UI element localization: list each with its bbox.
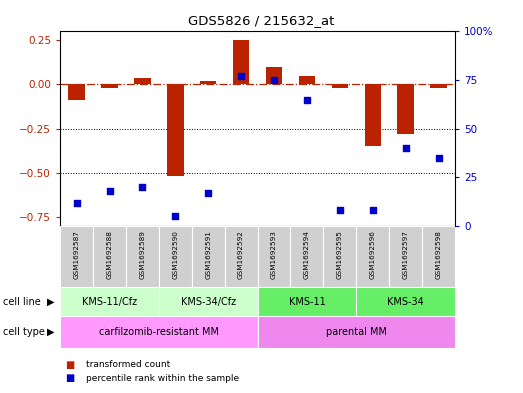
Bar: [167, 84, 184, 176]
Text: GSM1692595: GSM1692595: [337, 230, 343, 279]
Point: [270, 77, 278, 83]
Bar: [233, 40, 249, 84]
Point: [402, 145, 410, 151]
Bar: [257, 316, 455, 348]
Bar: [134, 78, 151, 84]
Bar: [430, 84, 447, 88]
Point: [435, 155, 443, 161]
Text: percentile rank within the sample: percentile rank within the sample: [86, 374, 240, 382]
Text: ▶: ▶: [48, 297, 55, 307]
Text: GSM1692588: GSM1692588: [107, 230, 112, 279]
Bar: [389, 226, 422, 287]
Text: carfilzomib-resistant MM: carfilzomib-resistant MM: [99, 327, 219, 337]
Text: transformed count: transformed count: [86, 360, 170, 369]
Text: KMS-34: KMS-34: [387, 297, 424, 307]
Point: [138, 184, 146, 190]
Bar: [60, 226, 93, 287]
Bar: [332, 84, 348, 88]
Text: GSM1692596: GSM1692596: [370, 230, 376, 279]
Text: cell line: cell line: [3, 297, 40, 307]
Text: parental MM: parental MM: [326, 327, 387, 337]
Bar: [159, 287, 257, 316]
Bar: [200, 81, 217, 84]
Point: [204, 190, 212, 196]
Text: KMS-11/Cfz: KMS-11/Cfz: [82, 297, 137, 307]
Bar: [225, 226, 257, 287]
Bar: [356, 226, 389, 287]
Text: KMS-11: KMS-11: [289, 297, 325, 307]
Point: [72, 200, 81, 206]
Bar: [257, 287, 356, 316]
Point: [303, 96, 311, 103]
Text: cell type: cell type: [3, 327, 44, 337]
Bar: [257, 226, 290, 287]
Point: [105, 188, 113, 194]
Text: GSM1692587: GSM1692587: [74, 230, 79, 279]
Bar: [101, 84, 118, 88]
Text: ■: ■: [65, 373, 75, 383]
Bar: [356, 287, 455, 316]
Bar: [290, 226, 323, 287]
Text: GSM1692597: GSM1692597: [403, 230, 408, 279]
Text: KMS-34/Cfz: KMS-34/Cfz: [180, 297, 236, 307]
Point: [237, 73, 245, 79]
Bar: [60, 316, 257, 348]
Bar: [365, 84, 381, 146]
Bar: [299, 75, 315, 84]
Bar: [266, 67, 282, 84]
Bar: [93, 226, 126, 287]
Bar: [60, 287, 159, 316]
Text: GSM1692593: GSM1692593: [271, 230, 277, 279]
Bar: [69, 84, 85, 100]
Bar: [192, 226, 225, 287]
Text: GSM1692598: GSM1692598: [436, 230, 441, 279]
Text: ▶: ▶: [48, 327, 55, 337]
Text: GSM1692594: GSM1692594: [304, 230, 310, 279]
Point: [369, 207, 377, 213]
Text: GSM1692591: GSM1692591: [205, 230, 211, 279]
Bar: [126, 226, 159, 287]
Text: GSM1692589: GSM1692589: [140, 230, 145, 279]
Text: GSM1692592: GSM1692592: [238, 230, 244, 279]
Bar: [397, 84, 414, 134]
Point: [336, 207, 344, 213]
Text: ■: ■: [65, 360, 75, 370]
Text: GSM1692590: GSM1692590: [172, 230, 178, 279]
Bar: [159, 226, 192, 287]
Bar: [422, 226, 455, 287]
Bar: [323, 226, 356, 287]
Point: [171, 213, 179, 219]
Text: GDS5826 / 215632_at: GDS5826 / 215632_at: [188, 14, 335, 27]
